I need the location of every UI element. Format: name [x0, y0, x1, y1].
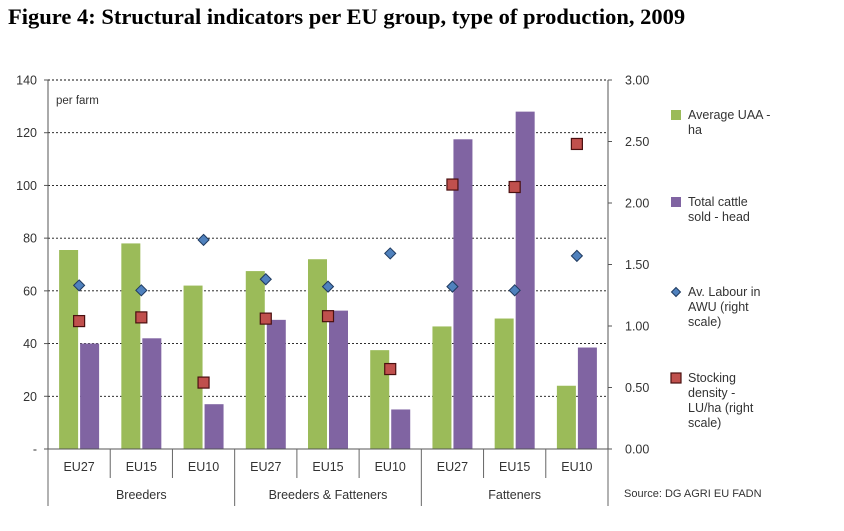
- legend-label: sold - head: [688, 210, 750, 224]
- category-label: EU10: [375, 460, 406, 474]
- marker-stocking-density: [384, 362, 397, 376]
- legend-swatch: [670, 372, 682, 384]
- bars: [59, 111, 597, 449]
- legend-label: density -: [688, 386, 735, 400]
- marker-labour-awu: [72, 279, 86, 292]
- legend-swatch: [670, 286, 682, 298]
- figure-title: Figure 4: Structural indicators per EU g…: [8, 4, 686, 29]
- marker-labour-awu: [259, 273, 272, 286]
- legend-label: LU/ha (right: [688, 401, 754, 415]
- legend-label: Stocking: [688, 371, 736, 385]
- right-tick-label: 1.00: [625, 320, 649, 334]
- marker-stocking-density: [73, 314, 86, 328]
- markers: [72, 137, 584, 389]
- left-tick-label: 60: [23, 284, 37, 298]
- category-label: EU15: [126, 460, 157, 474]
- left-tick-label: 120: [16, 126, 37, 140]
- bar-average-uaa: [494, 318, 514, 449]
- right-tick-label: 2.50: [625, 135, 649, 149]
- marker-labour-awu: [384, 247, 397, 260]
- group-label: Breeders & Fatteners: [269, 488, 388, 502]
- right-tick-label: 0.50: [625, 381, 649, 395]
- bar-cattle-sold: [391, 409, 411, 449]
- category-labels: EU27 EU15 EU10 EU27 EU15 EU10 EU27 EU15 EU10: [63, 460, 592, 474]
- legend-label: Average UAA -: [688, 108, 770, 122]
- group-label: Breeders: [116, 488, 167, 502]
- marker-labour-awu: [135, 284, 148, 297]
- group-label: Fatteners: [488, 488, 541, 502]
- left-tick-label: -: [33, 443, 37, 457]
- bar-cattle-sold: [515, 111, 535, 449]
- bar-average-uaa: [59, 250, 79, 449]
- left-axis-ticks: - 20 40 60 80 100 120 140: [16, 74, 37, 457]
- marker-labour-awu: [508, 284, 521, 297]
- category-label: EU27: [437, 460, 468, 474]
- legend-label: AWU (right: [688, 300, 749, 314]
- bar-average-uaa: [121, 243, 141, 449]
- left-tick-label: 140: [16, 74, 37, 88]
- bar-cattle-sold: [577, 347, 597, 449]
- bar-average-uaa: [183, 285, 203, 449]
- legend-swatch: [671, 110, 681, 120]
- bar-cattle-sold: [453, 139, 473, 449]
- legend-label: Av. Labour in: [688, 285, 761, 299]
- marker-stocking-density: [321, 310, 335, 323]
- left-tick-label: 20: [23, 390, 37, 404]
- category-label: EU10: [561, 460, 592, 474]
- bar-average-uaa: [245, 271, 265, 449]
- right-tick-label: 1.50: [625, 258, 649, 272]
- bar-cattle-sold: [80, 343, 100, 449]
- left-tick-label: 80: [23, 232, 37, 246]
- right-tick-label: 0.00: [625, 443, 649, 457]
- marker-labour-awu: [446, 280, 459, 293]
- legend-label: Total cattle: [688, 195, 748, 209]
- right-tick-label: 2.00: [625, 197, 649, 211]
- bar-average-uaa: [308, 259, 327, 449]
- category-label: EU10: [188, 460, 219, 474]
- right-axis-ticks: 0.00 0.50 1.00 1.50 2.00 2.50 3.00: [625, 74, 649, 457]
- marker-stocking-density: [259, 312, 272, 325]
- marker-stocking-density: [446, 178, 459, 191]
- source-note: Source: DG AGRI EU FADN: [624, 488, 762, 500]
- bar-average-uaa: [432, 326, 452, 449]
- bar-cattle-sold: [204, 404, 224, 449]
- marker-stocking-density: [508, 180, 521, 194]
- category-label: EU15: [312, 460, 343, 474]
- bar-cattle-sold: [266, 319, 286, 449]
- per-farm-annotation: per farm: [56, 95, 99, 107]
- marker-stocking-density: [135, 311, 148, 324]
- category-label: EU27: [250, 460, 281, 474]
- bar-average-uaa: [556, 385, 576, 449]
- bar-cattle-sold: [142, 338, 162, 449]
- category-label: EU15: [499, 460, 530, 474]
- right-tick-label: 3.00: [625, 74, 649, 88]
- marker-stocking-density: [570, 137, 583, 151]
- marker-labour-awu: [197, 233, 210, 247]
- legend-label: scale): [688, 315, 721, 329]
- legend-label: ha: [688, 123, 702, 137]
- left-tick-label: 100: [16, 179, 37, 193]
- group-labels: Breeders Breeders & Fatteners Fatteners: [116, 488, 541, 502]
- left-tick-label: 40: [23, 337, 37, 351]
- axes: [44, 79, 612, 506]
- marker-labour-awu: [321, 280, 335, 293]
- marker-stocking-density: [197, 376, 210, 389]
- legend-label: scale): [688, 416, 721, 430]
- legend-swatch: [671, 197, 681, 207]
- category-label: EU27: [63, 460, 94, 474]
- marker-labour-awu: [570, 249, 584, 263]
- bar-cattle-sold: [329, 310, 348, 449]
